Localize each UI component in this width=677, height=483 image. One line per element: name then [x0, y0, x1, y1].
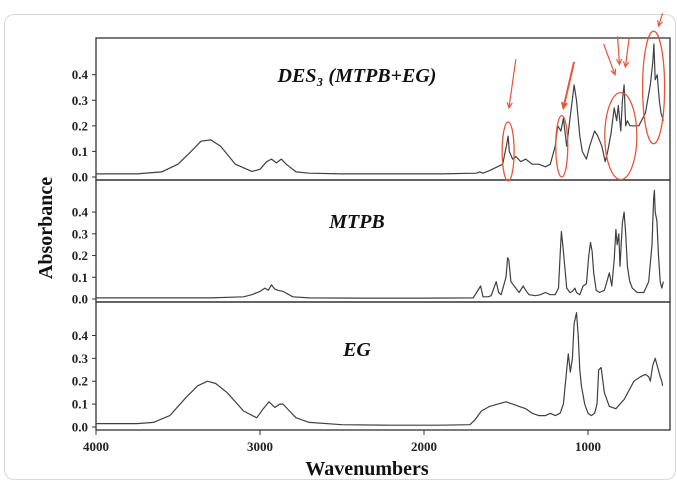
- highlight-arrow: [615, 36, 623, 66]
- panel-frame: [95, 301, 671, 431]
- highlight-ellipse: [555, 114, 569, 178]
- y-tick-label: 0.3: [72, 226, 89, 241]
- y-tick-label: 0.1: [72, 270, 88, 285]
- x-tick-label: 2000: [411, 439, 437, 454]
- highlight-arrow: [657, 13, 664, 28]
- highlight-arrow: [603, 43, 617, 76]
- y-tick-label: 0.1: [72, 397, 88, 412]
- y-tick-label: 0.2: [72, 248, 88, 263]
- x-tick-label: 1000: [575, 439, 601, 454]
- y-tick-label: 0.1: [72, 144, 88, 159]
- panel-title: MTPB: [328, 211, 385, 233]
- spectrum-line: [96, 312, 664, 426]
- panel-frame: [95, 37, 671, 181]
- y-tick-label: 0.4: [72, 67, 89, 82]
- y-tick-label: 0.2: [72, 374, 88, 389]
- panel-frame: [95, 179, 671, 303]
- x-tick-label: 3000: [247, 439, 273, 454]
- highlight-annotations: [501, 13, 666, 182]
- panel-3: 0.0 0.1 0.2 0.3 0.4 EG: [72, 301, 671, 435]
- panel-title: DES₃ (MTPB+EG): [277, 65, 437, 87]
- y-tick-label: 0.3: [72, 93, 89, 108]
- y-tick-label: 0.4: [72, 328, 89, 343]
- panel-1: 0.0 0.1 0.2 0.3 0.4 DES₃ (MTPB+EG): [72, 37, 671, 185]
- spectrum-line: [96, 43, 664, 175]
- highlight-ellipse: [501, 121, 515, 182]
- highlight-ellipse: [641, 30, 666, 145]
- y-tick-label: 0.0: [72, 292, 88, 307]
- highlight-arrow: [622, 38, 630, 69]
- x-tick-label: 4000: [83, 439, 109, 454]
- y-tick-label: 0.4: [72, 205, 89, 220]
- highlight-ellipse: [604, 91, 638, 181]
- y-axis-label: Absorbance: [35, 177, 57, 279]
- y-tick-label: 0.0: [72, 420, 88, 435]
- highlight-arrow: [561, 61, 576, 111]
- y-tick-label: 0.2: [72, 118, 88, 133]
- x-axis-label: Wavenumbers: [305, 458, 429, 480]
- y-tick-label: 0.3: [72, 351, 89, 366]
- panel-title: EG: [342, 339, 371, 361]
- highlight-arrow: [506, 59, 517, 110]
- spectrum-line: [96, 189, 664, 299]
- panel-2: 0.0 0.1 0.2 0.3 0.4 MTPB: [72, 179, 671, 307]
- y-tick-label: 0.0: [72, 170, 88, 185]
